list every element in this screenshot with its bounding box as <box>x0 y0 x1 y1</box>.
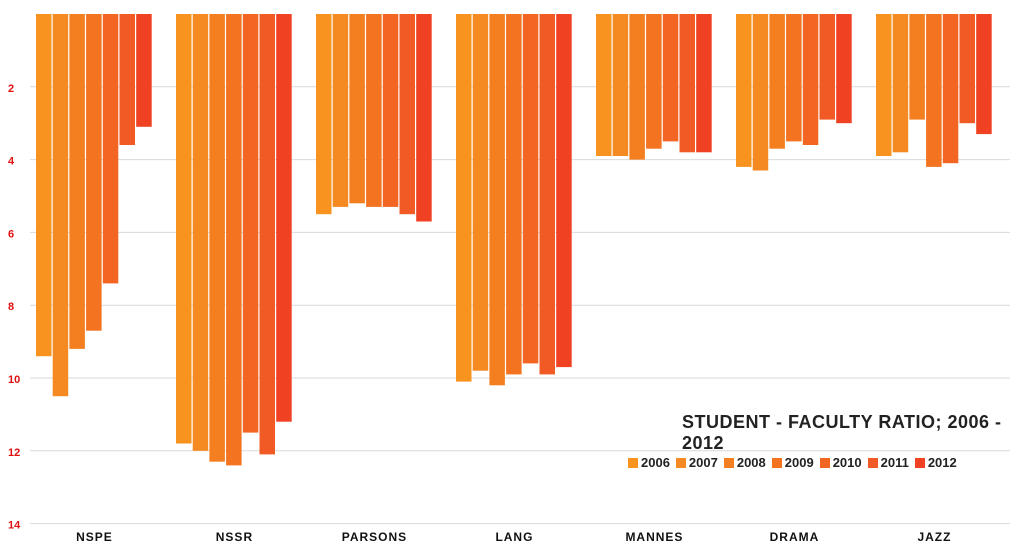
bar <box>136 14 152 127</box>
bar <box>802 14 819 145</box>
bar <box>259 14 275 455</box>
bar <box>119 14 135 145</box>
bar <box>556 14 572 368</box>
chart-title: STUDENT - FACULTY RATIO; 2006 - 2012 <box>682 412 1002 453</box>
bar <box>226 14 242 466</box>
legend-item: 2011 <box>867 455 909 470</box>
legend-swatch <box>723 457 734 468</box>
legend-label: 2009 <box>784 455 814 470</box>
legend-label: 2010 <box>832 455 862 470</box>
bar <box>892 14 909 153</box>
bar <box>52 14 69 397</box>
legend-swatch <box>819 457 830 468</box>
legend-label: 2012 <box>927 455 957 470</box>
y-tick-label: 12 <box>8 447 20 459</box>
y-tick-label: 6 <box>8 228 14 240</box>
bar <box>786 14 802 142</box>
legend-swatch <box>914 457 925 468</box>
legend-label: 2006 <box>641 455 670 470</box>
bar <box>86 14 102 331</box>
legend-item: 2012 <box>914 455 957 470</box>
bar <box>382 14 399 207</box>
bar <box>596 14 612 156</box>
bar <box>539 14 555 375</box>
bar <box>242 14 259 433</box>
legend-item: 2008 <box>723 455 766 470</box>
bar <box>942 14 959 164</box>
bar <box>276 14 292 422</box>
bar <box>876 14 892 156</box>
bar <box>36 14 52 357</box>
x-category-label: JAZZ <box>917 530 951 544</box>
legend: 2006 2007 2008 2009 2010 2011 2012 <box>628 455 957 470</box>
legend-item: 2006 <box>628 455 670 470</box>
y-tick-label: 8 <box>8 301 14 313</box>
bar <box>679 14 695 153</box>
bar <box>736 14 752 167</box>
bar <box>909 14 925 120</box>
bar <box>629 14 645 160</box>
legend-label: 2008 <box>736 455 766 470</box>
bar <box>662 14 679 142</box>
legend-label: 2007 <box>688 455 718 470</box>
bar <box>472 14 489 371</box>
legend-label: 2011 <box>880 455 909 470</box>
bar <box>332 14 349 207</box>
bar <box>976 14 992 135</box>
legend-swatch <box>675 457 686 468</box>
bar <box>69 14 85 349</box>
x-category-label: NSSR <box>216 530 253 544</box>
bar <box>456 14 472 382</box>
bar <box>192 14 209 451</box>
x-category-label: PARSONS <box>342 530 407 544</box>
bar <box>489 14 505 386</box>
bar <box>959 14 975 124</box>
y-tick-label: 10 <box>8 374 20 386</box>
legend-swatch <box>867 457 878 468</box>
x-category-label: LANG <box>495 530 533 544</box>
bar <box>349 14 365 204</box>
bar <box>696 14 712 153</box>
bar <box>819 14 835 120</box>
bar <box>522 14 539 364</box>
y-tick-label: 14 <box>8 520 21 532</box>
x-category-label: NSPE <box>76 530 113 544</box>
bar <box>646 14 662 149</box>
legend-swatch <box>628 457 638 468</box>
y-tick-label: 2 <box>8 83 14 95</box>
bar <box>769 14 785 149</box>
bar <box>506 14 522 375</box>
legend-item: 2007 <box>675 455 718 470</box>
legend-item: 2009 <box>771 455 814 470</box>
y-tick-label: 4 <box>8 156 15 168</box>
x-category-label: DRAMA <box>770 530 820 544</box>
bar <box>102 14 119 284</box>
bar <box>752 14 769 171</box>
bar <box>316 14 332 215</box>
bar <box>612 14 629 156</box>
x-category-label: MANNES <box>625 530 683 544</box>
bar <box>416 14 432 222</box>
bar <box>209 14 225 462</box>
bar <box>399 14 415 215</box>
bar <box>926 14 942 167</box>
legend-item: 2010 <box>819 455 862 470</box>
bar <box>366 14 382 207</box>
bar <box>836 14 852 124</box>
legend-swatch <box>771 457 782 468</box>
bar <box>176 14 192 444</box>
